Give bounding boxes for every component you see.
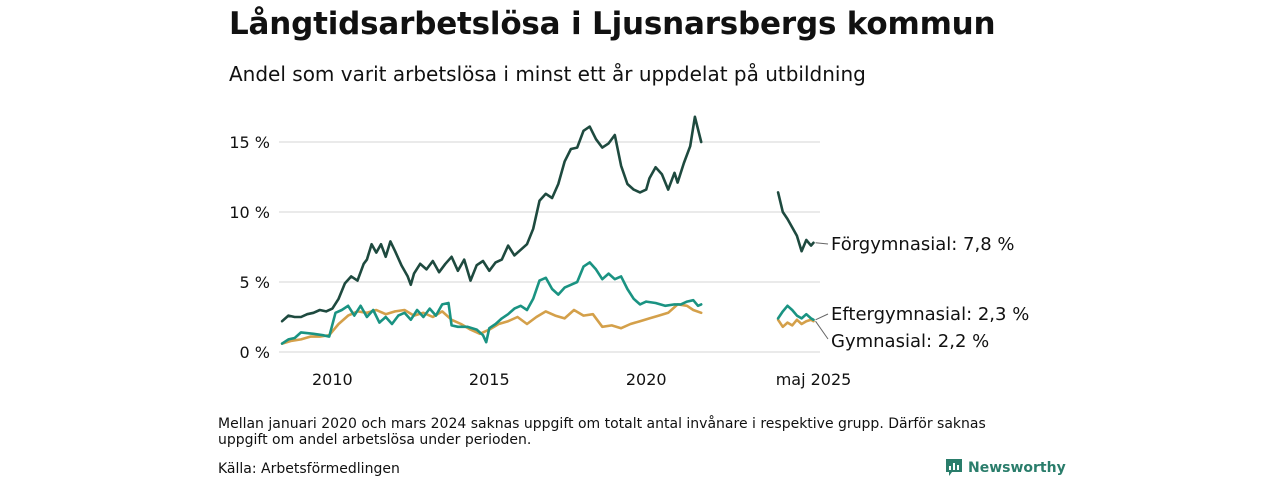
series-line-eftergymnasial-1 [280,261,703,345]
end-label-forgymnasial: Förgymnasial: 7,8 % [831,234,1015,255]
label-leader [815,313,829,321]
y-tick-label: 10 % [229,203,270,222]
source-text: Källa: Arbetsförmedlingen [218,461,400,477]
brand-name: Newsworthy [968,459,1066,476]
series-line-gymnasial-2 [776,318,815,329]
series-line-eftergymnasial-2 [776,304,815,322]
footnote: Mellan januari 2020 och mars 2024 saknas… [218,416,986,448]
x-tick-label: 2010 [312,370,353,389]
end-label-gymnasial: Gymnasial: 2,2 % [831,331,989,352]
label-leader [815,320,829,340]
y-tick-label: 15 % [229,133,270,152]
label-leader [815,242,829,245]
x-tick-label: 2020 [626,370,667,389]
x-tick-label: maj 2025 [776,370,852,389]
series-line-forgymnasial-1 [280,115,703,323]
chart-title: Långtidsarbetslösa i Ljusnarsbergs kommu… [229,6,996,42]
bar-chart-icon [946,459,962,476]
series-line-gymnasial-1 [280,303,703,345]
series-line-forgymnasial-2 [776,191,815,253]
brand-logo[interactable]: Newsworthy [946,459,1066,476]
series-layer [280,115,815,345]
y-tick-label: 5 % [240,273,270,292]
end-labels: Förgymnasial: 7,8 % Eftergymnasial: 2,3 %… [815,234,1029,352]
x-tick-label: 2015 [469,370,510,389]
y-axis: 0 % 5 % 10 % 15 % [229,133,270,362]
chart-subtitle: Andel som varit arbetslösa i minst ett å… [229,62,866,86]
line-chart: 0 % 5 % 10 % 15 % 2010 2015 2020 maj 2025 Förg… [229,115,1029,389]
grid-layer [279,141,820,353]
end-label-eftergymnasial: Eftergymnasial: 2,3 % [831,304,1029,325]
y-tick-label: 0 % [240,343,270,362]
x-axis: 2010 2015 2020 maj 2025 [312,370,851,389]
